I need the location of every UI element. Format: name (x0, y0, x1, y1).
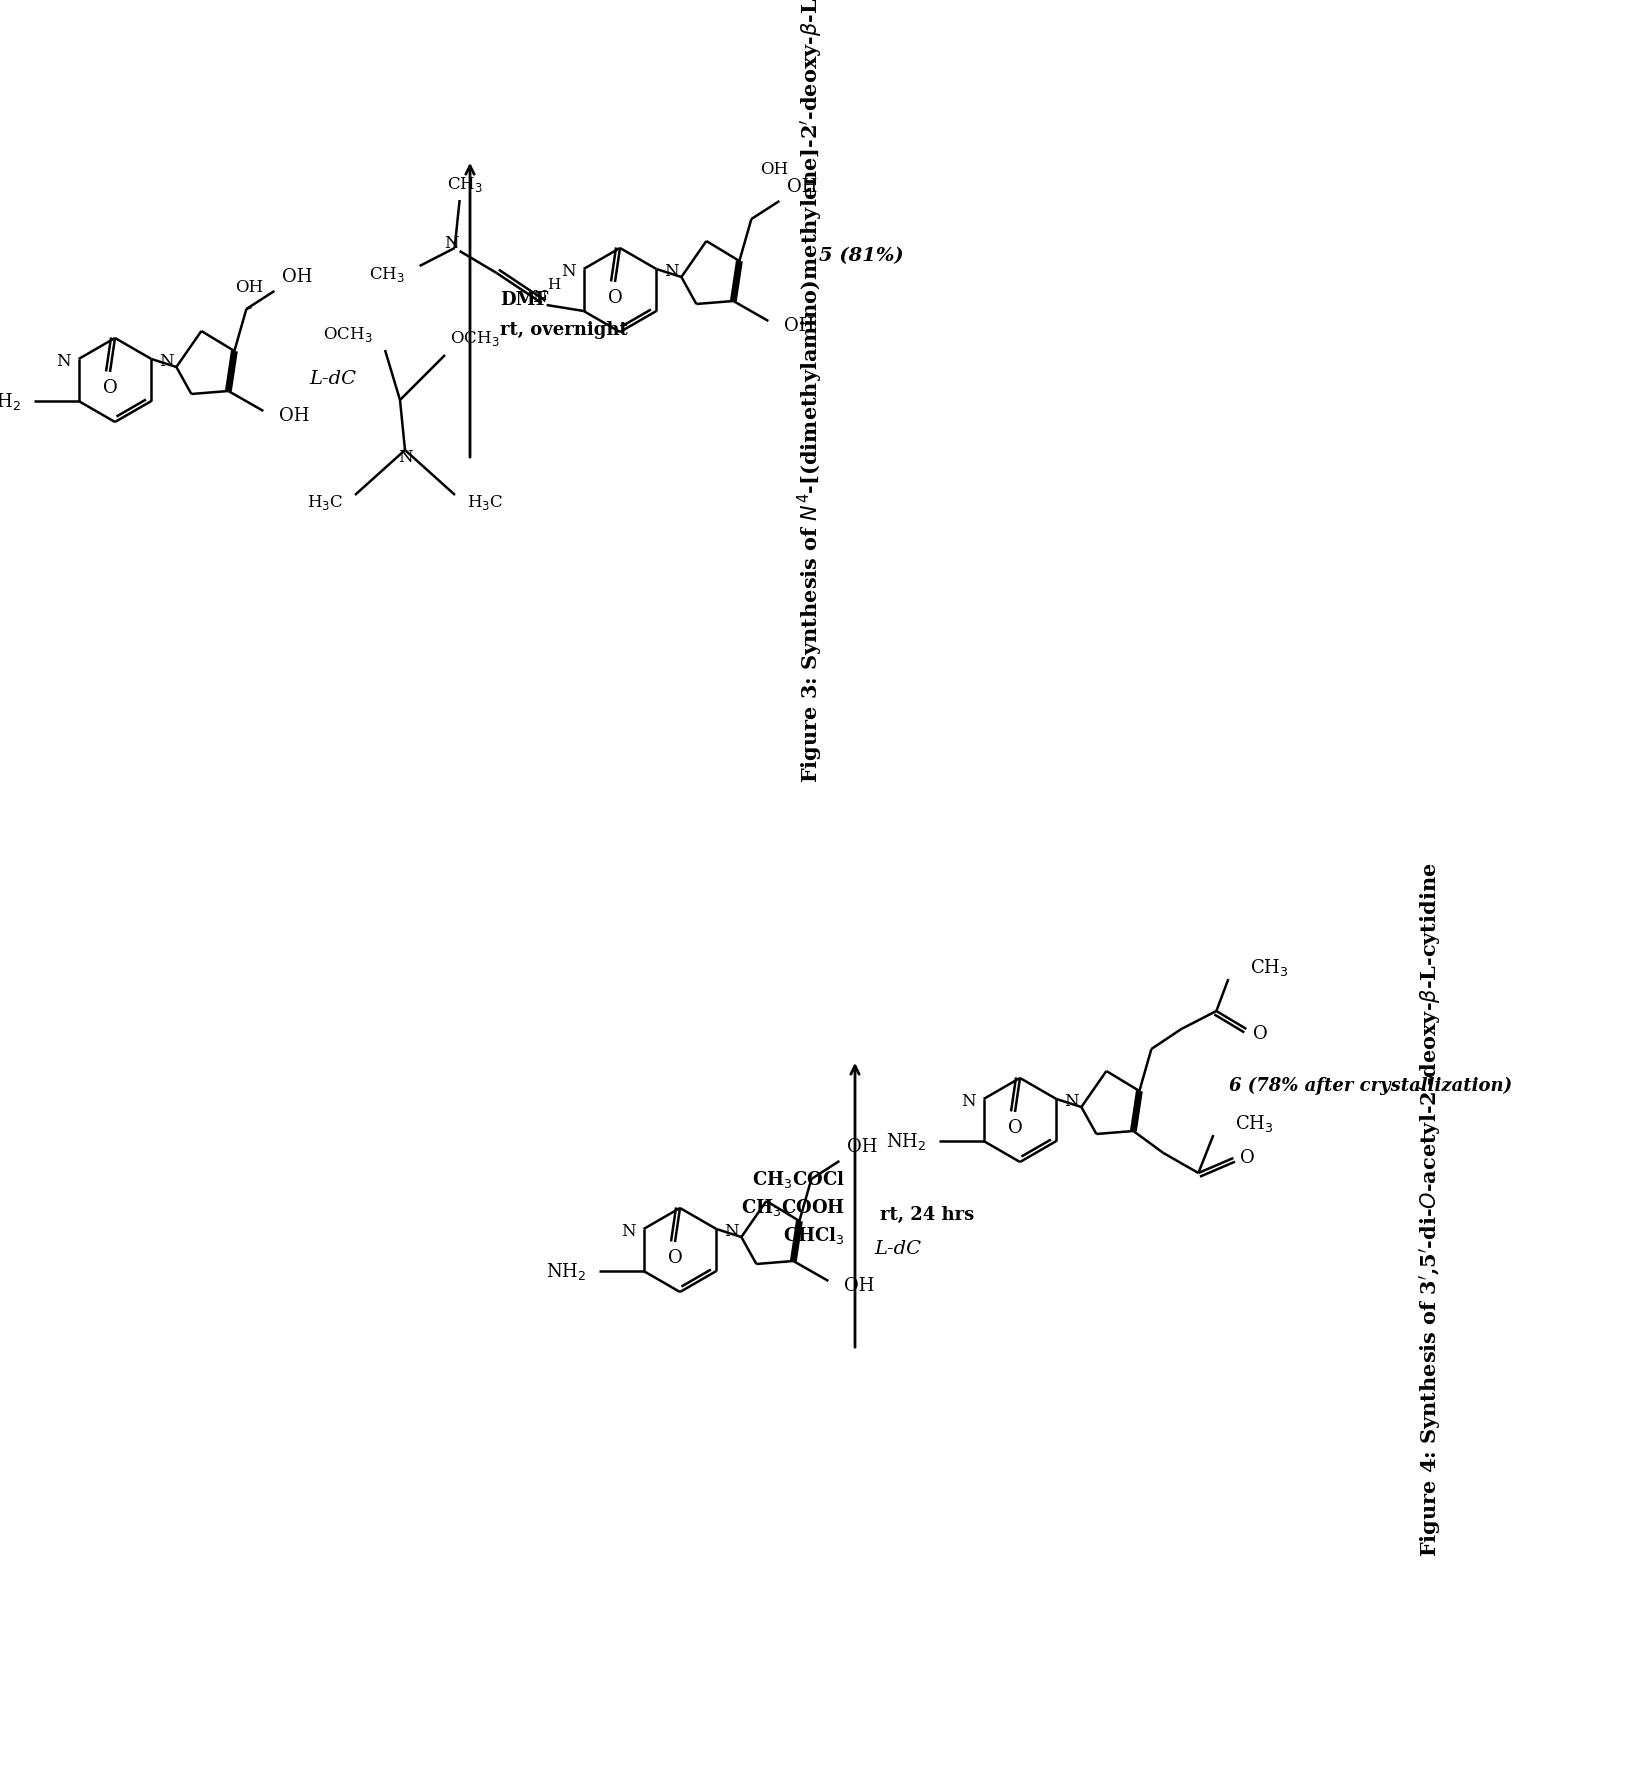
Text: rt, 24 hrs: rt, 24 hrs (880, 1205, 974, 1223)
Text: H$_3$C: H$_3$C (306, 494, 344, 512)
Text: NH$_2$: NH$_2$ (887, 1130, 926, 1152)
Text: 5 (81%): 5 (81%) (819, 247, 905, 265)
Text: N: N (622, 1223, 635, 1239)
Text: CHCl$_3$: CHCl$_3$ (783, 1225, 846, 1247)
Text: N: N (56, 353, 71, 369)
Text: CH$_3$: CH$_3$ (368, 265, 405, 283)
Text: H$_3$C: H$_3$C (467, 494, 503, 512)
Text: N: N (1064, 1093, 1079, 1109)
Text: Figure 4: Synthesis of 3$'$,5$'$-di-$O$-acetyl-2$'$-deoxy-$\beta$-L-cytidine: Figure 4: Synthesis of 3$'$,5$'$-di-$O$-… (1416, 863, 1443, 1556)
Text: O: O (1240, 1150, 1255, 1168)
Text: N: N (160, 353, 174, 369)
Text: O: O (1008, 1119, 1023, 1137)
Text: 6 (78% after crystallization): 6 (78% after crystallization) (1229, 1076, 1512, 1094)
Text: OCH$_3$: OCH$_3$ (451, 330, 500, 349)
Text: N: N (561, 263, 576, 279)
Text: OH: OH (760, 161, 788, 177)
Text: N: N (444, 235, 459, 251)
Text: OH: OH (280, 407, 309, 424)
Text: OH: OH (785, 317, 814, 335)
Text: CH$_3$COOH: CH$_3$COOH (740, 1198, 846, 1218)
Text: N: N (665, 263, 679, 279)
Text: O: O (607, 288, 622, 306)
Text: CH$_3$: CH$_3$ (1250, 956, 1290, 978)
Text: L-dC: L-dC (875, 1239, 921, 1257)
Text: CH$_3$: CH$_3$ (447, 176, 482, 195)
Text: O: O (1253, 1024, 1268, 1042)
Text: Figure 3: Synthesis of $N^4$-[(dimethylamino)methylene]-2$'$-deoxy-$\beta$-L-cyt: Figure 3: Synthesis of $N^4$-[(dimethyla… (796, 0, 824, 783)
Text: OH: OH (844, 1277, 875, 1295)
Text: H: H (548, 278, 561, 292)
Text: OH: OH (283, 269, 313, 287)
Text: OH: OH (235, 278, 263, 296)
Text: N: N (398, 450, 413, 466)
Text: CH$_3$COCl: CH$_3$COCl (752, 1170, 846, 1191)
Text: L-dC: L-dC (309, 371, 357, 389)
Text: O: O (668, 1248, 683, 1266)
Text: O: O (102, 380, 117, 398)
Text: OH: OH (788, 177, 818, 195)
Text: N: N (533, 290, 546, 306)
Text: OH: OH (847, 1137, 878, 1155)
Text: NH$_2$: NH$_2$ (546, 1261, 587, 1282)
Text: N: N (961, 1093, 975, 1109)
Text: OCH$_3$: OCH$_3$ (324, 324, 373, 344)
Text: CH$_3$: CH$_3$ (1235, 1112, 1273, 1134)
Text: NH$_2$: NH$_2$ (0, 390, 21, 412)
Text: DMF: DMF (500, 290, 548, 310)
Text: rt, overnight: rt, overnight (500, 321, 628, 338)
Text: N: N (724, 1223, 739, 1239)
